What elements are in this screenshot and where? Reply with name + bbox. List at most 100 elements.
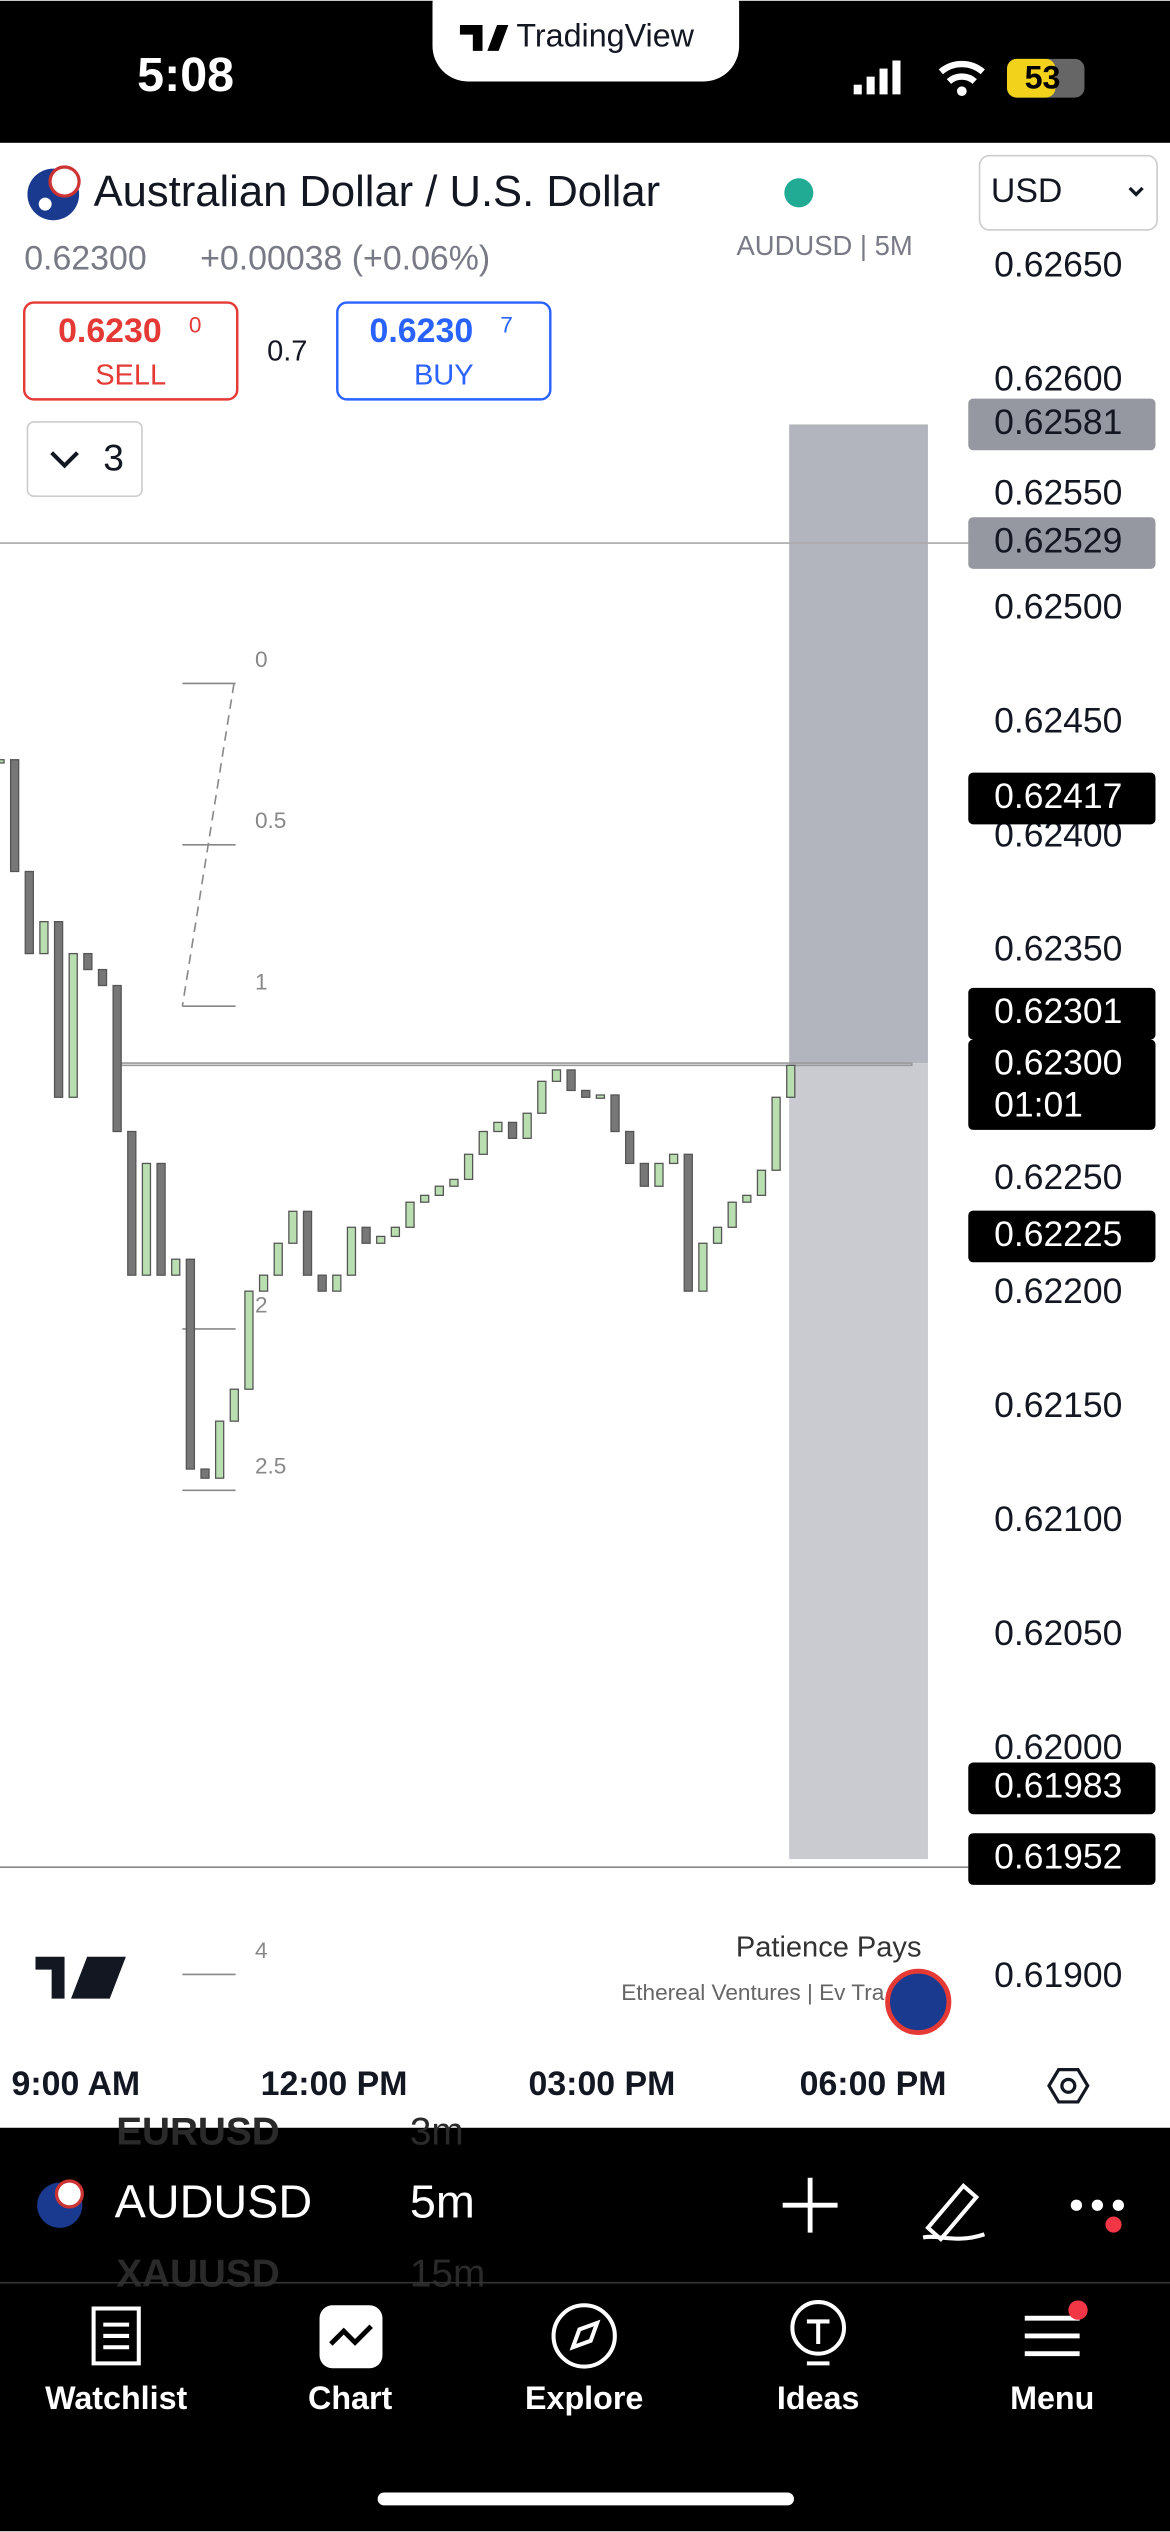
buy-label[interactable]: BUY — [414, 359, 474, 391]
notification-dot — [1105, 2216, 1122, 2233]
candle — [288, 1210, 298, 1244]
position-stop-zone — [789, 424, 928, 1064]
fib-label: 4 — [255, 1938, 268, 1963]
candle — [610, 1094, 620, 1133]
price-tag — [968, 398, 1156, 451]
price-tag — [968, 772, 1156, 825]
quote: 0.62300 — [24, 240, 146, 278]
symbol[interactable]: AUDUSD — [115, 2176, 313, 2228]
sell-price[interactable]: 0.6230 — [58, 312, 162, 350]
quote-change: +0.00038 (+0.06%) — [200, 240, 490, 278]
symbol-title[interactable]: Australian Dollar / U.S. Dollar — [94, 168, 661, 216]
settings-icon[interactable] — [1047, 2068, 1090, 2104]
candle — [419, 1194, 430, 1203]
nav-label[interactable]: Chart — [308, 2380, 393, 2416]
ideas-bulb — [806, 2319, 830, 2366]
buy-price[interactable]: 0.6230 — [370, 312, 474, 350]
y-tick-label: 0.62000 — [994, 1727, 1122, 1767]
interval[interactable]: 5m — [410, 2176, 475, 2228]
candle — [376, 1235, 386, 1244]
candle — [332, 1274, 342, 1292]
fib-trend — [181, 683, 235, 1007]
fib-label: 2.5 — [255, 1454, 286, 1479]
app-pill — [432, 0, 740, 82]
candle — [683, 1153, 693, 1292]
fib-label: 0 — [255, 647, 268, 672]
candle — [9, 759, 20, 873]
candle — [229, 1388, 239, 1422]
candle — [698, 1242, 708, 1292]
price-tag-label: 0.62529 — [994, 520, 1122, 560]
nav-label[interactable]: Ideas — [777, 2380, 860, 2416]
watermark-subtitle: Ethereal Ventures | Ev Tra — [621, 1980, 885, 2005]
sell-label[interactable]: SELL — [95, 359, 166, 391]
candle — [97, 968, 108, 987]
candle — [141, 1162, 152, 1276]
menu-icon[interactable] — [1024, 2315, 1080, 2357]
prev-symbol: EURUSD — [116, 2110, 280, 2153]
price-tag — [968, 1039, 1156, 1130]
candle — [83, 952, 93, 971]
candle — [786, 1064, 796, 1098]
candle — [712, 1226, 723, 1244]
currency-select[interactable] — [978, 154, 1158, 231]
tv-logo — [459, 24, 509, 51]
watchlist-icon[interactable] — [91, 2306, 141, 2366]
candle — [68, 952, 78, 1098]
candle — [390, 1226, 401, 1238]
buy-button[interactable] — [336, 301, 552, 401]
watermark-title: Patience Pays — [736, 1931, 922, 1963]
battery-text: 53 — [1025, 59, 1061, 95]
candle — [742, 1194, 752, 1203]
candle — [171, 1258, 181, 1276]
menu-badge — [1068, 2300, 1088, 2320]
candle — [53, 921, 64, 1098]
candle — [537, 1080, 547, 1114]
candle — [405, 1201, 415, 1228]
y-tick-label: 0.62600 — [994, 358, 1122, 398]
sell-price-sup[interactable]: 0 — [189, 313, 202, 338]
candle — [273, 1242, 283, 1276]
candle — [244, 1290, 254, 1390]
explore-icon[interactable] — [551, 2303, 617, 2369]
y-tick-label: 0.62150 — [994, 1385, 1122, 1425]
candle — [566, 1069, 576, 1092]
chart: 0 0.5 1 2 2.5 4 0.62650 0.62600 0.62550 0.62500 0.… — [0, 244, 1156, 2103]
flag — [27, 165, 81, 221]
nav-label[interactable]: Watchlist — [45, 2380, 187, 2416]
price-tag — [968, 987, 1156, 1040]
nav-label[interactable]: Explore — [525, 2380, 643, 2416]
watermark-flag — [885, 1968, 952, 2035]
sell-button[interactable] — [22, 301, 239, 401]
price-tag — [968, 517, 1156, 569]
add-button[interactable] — [782, 2177, 838, 2233]
price-tag-label: 0.62417 — [994, 776, 1122, 816]
price-tag — [968, 1762, 1156, 1815]
candle — [302, 1210, 313, 1276]
ideas-icon[interactable] — [790, 2300, 847, 2356]
indicators-count[interactable]: 3 — [103, 437, 124, 479]
y-tick-label: 0.62650 — [994, 244, 1122, 284]
toggle-chevron — [50, 451, 79, 469]
candle — [654, 1162, 664, 1187]
more-button[interactable] — [1070, 2199, 1125, 2211]
countdown: 01:01 — [994, 1085, 1083, 1125]
nav-label[interactable]: Menu — [1010, 2380, 1094, 2416]
indicators-toggle[interactable] — [26, 421, 143, 498]
x-tick-label: 06:00 PM — [800, 2065, 947, 2103]
y-tick-label: 0.62500 — [994, 587, 1122, 627]
y-tick-label: 0.61900 — [994, 1955, 1122, 1995]
draw-button[interactable] — [922, 2182, 986, 2242]
candle — [449, 1178, 459, 1187]
x-tick-label: 9:00 AM — [12, 2065, 141, 2103]
candle — [258, 1274, 269, 1292]
candle — [185, 1258, 196, 1470]
candle — [551, 1069, 562, 1082]
tv-watermark-logo — [35, 1956, 126, 1999]
wifi-dot — [956, 86, 967, 96]
buy-price-sup[interactable]: 7 — [500, 313, 513, 338]
candle — [727, 1201, 737, 1228]
currency[interactable]: USD — [991, 172, 1063, 210]
candle — [346, 1226, 357, 1276]
